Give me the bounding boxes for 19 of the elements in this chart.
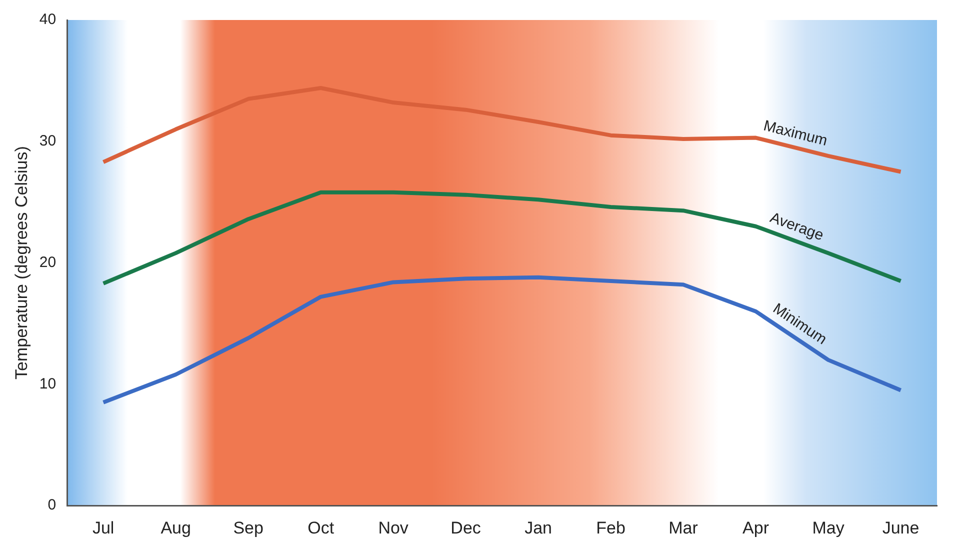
x-tick-label: Oct: [308, 518, 334, 538]
x-tick-label: Jul: [92, 518, 114, 538]
x-tick-label: Mar: [668, 518, 698, 538]
x-tick-label: Jan: [524, 518, 552, 538]
x-tick-label: Dec: [450, 518, 482, 538]
y-tick-label: 20: [39, 254, 56, 271]
y-tick-label: 10: [39, 375, 56, 392]
y-tick-label: 40: [39, 11, 56, 28]
x-tick-label: May: [812, 518, 845, 538]
x-tick-label: Aug: [160, 518, 191, 538]
y-tick-label: 30: [39, 132, 56, 150]
y-tick-label: 0: [48, 496, 56, 514]
text: Maximum: [762, 117, 829, 150]
x-tick-label: Feb: [596, 518, 626, 538]
y-axis-title: Temperature (degrees Celsius): [12, 146, 31, 380]
x-tick-label: Apr: [742, 518, 770, 538]
x-tick-label: Nov: [378, 518, 409, 538]
x-tick-label: Sep: [233, 518, 264, 538]
x-tick-label: June: [882, 518, 920, 538]
